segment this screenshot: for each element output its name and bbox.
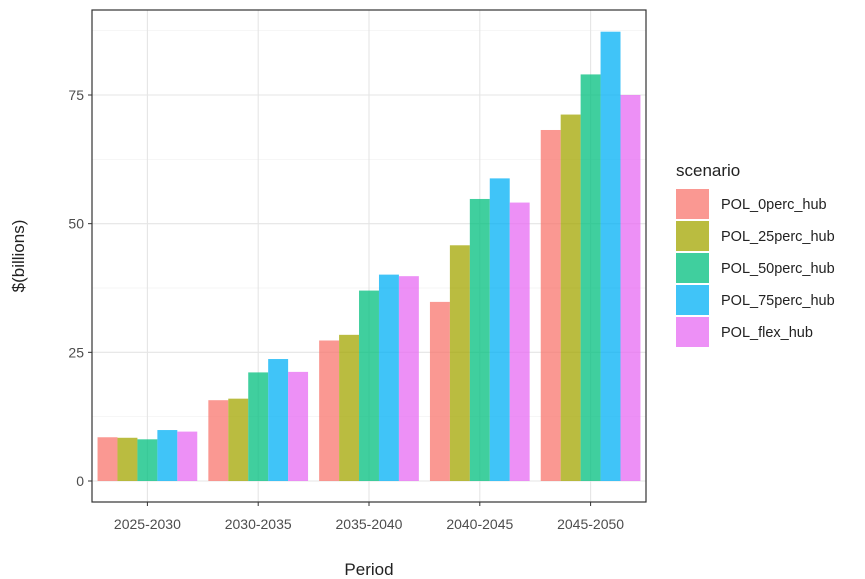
legend-key-POL_flex_hub [676, 317, 709, 347]
y-tick-label: 50 [68, 216, 84, 232]
x-tick-label: 2025-2030 [114, 516, 181, 532]
bars [97, 31, 641, 482]
legend-label-POL_25perc_hub: POL_25perc_hub [721, 229, 835, 245]
legend-key-POL_25perc_hub [676, 221, 709, 251]
y-tick-label: 0 [76, 473, 84, 489]
bar-POL_50perc_hub-2035-2040 [359, 290, 379, 481]
bar-POL_75perc_hub-2045-2050 [600, 31, 621, 482]
bar-POL_75perc_hub-2025-2030 [157, 430, 178, 481]
bar-POL_25perc_hub-2045-2050 [560, 114, 581, 481]
bar-POL_75perc_hub-2030-2035 [268, 359, 289, 481]
x-axis-title: Period [344, 560, 393, 579]
bar-POL_flex_hub-2035-2040 [398, 276, 419, 481]
bar-POL_flex_hub-2040-2045 [509, 202, 530, 481]
legend: scenario POL_0perc_hub POL_25perc_hub POL_… [676, 161, 835, 347]
bar-POL_25perc_hub-2035-2040 [339, 334, 360, 481]
legend-key-POL_75perc_hub [676, 285, 709, 315]
legend-title: scenario [676, 161, 740, 180]
bar-POL_75perc_hub-2040-2045 [489, 178, 510, 481]
bar-POL_50perc_hub-2030-2035 [248, 372, 269, 481]
legend-label-POL_flex_hub: POL_flex_hub [721, 325, 813, 341]
x-tick-label: 2040-2045 [446, 516, 513, 532]
bar-POL_0perc_hub-2030-2035 [208, 400, 229, 481]
bar-POL_0perc_hub-2040-2045 [429, 301, 450, 481]
x-tick-label: 2035-2040 [336, 516, 403, 532]
bar-POL_0perc_hub-2035-2040 [319, 340, 340, 481]
y-tick-label: 25 [68, 344, 84, 360]
x-tick-label: 2030-2035 [225, 516, 292, 532]
legend-label-POL_0perc_hub: POL_0perc_hub [721, 197, 827, 213]
legend-label-POL_75perc_hub: POL_75perc_hub [721, 293, 835, 309]
x-tick-label: 2045-2050 [557, 516, 624, 532]
bar-POL_50perc_hub-2045-2050 [580, 74, 601, 481]
y-axis-title: $(billions) [9, 220, 28, 293]
bar-POL_0perc_hub-2045-2050 [540, 129, 561, 482]
bar-POL_flex_hub-2045-2050 [620, 95, 641, 481]
bar-POL_25perc_hub-2040-2045 [449, 245, 470, 481]
bar-POL_flex_hub-2030-2035 [288, 371, 309, 481]
x-axis-ticks: 2025-2030 2030-2035 2035-2040 2040-2045 2045… [114, 502, 624, 532]
bar-POL_50perc_hub-2025-2030 [137, 439, 158, 481]
bar-POL_50perc_hub-2040-2045 [469, 198, 490, 482]
legend-label-POL_50perc_hub: POL_50perc_hub [721, 261, 835, 277]
legend-key-POL_50perc_hub [676, 253, 709, 283]
bar-POL_0perc_hub-2025-2030 [97, 437, 118, 481]
y-tick-label: 75 [68, 87, 84, 103]
bar-POL_75perc_hub-2035-2040 [378, 274, 399, 481]
legend-key-POL_0perc_hub [676, 189, 709, 219]
y-axis-ticks: 0 25 50 75 [68, 87, 92, 489]
bar-POL_25perc_hub-2025-2030 [117, 437, 138, 481]
bar-POL_25perc_hub-2030-2035 [228, 398, 249, 481]
bar-POL_flex_hub-2025-2030 [177, 431, 198, 481]
